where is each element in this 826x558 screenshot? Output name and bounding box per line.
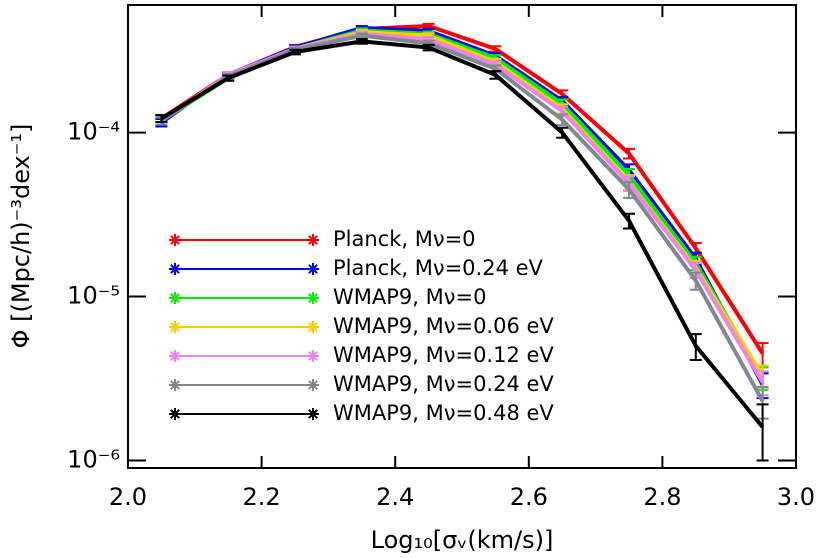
legend-label: WMAP9, Mν=0 bbox=[333, 285, 486, 309]
legend-marker bbox=[169, 234, 181, 246]
y-tick-label: 10⁻⁴ bbox=[67, 118, 120, 146]
error-bar bbox=[689, 271, 702, 291]
error-bar bbox=[623, 212, 635, 230]
y-tick-label: 10⁻⁶ bbox=[67, 445, 120, 473]
x-tick-label: 2.0 bbox=[109, 483, 147, 511]
legend-marker-stroke bbox=[308, 293, 318, 303]
legend-label: WMAP9, Mν=0.06 eV bbox=[333, 314, 554, 338]
legend-label: WMAP9, Mν=0.48 eV bbox=[333, 401, 554, 425]
legend-label: Planck, Mν=0 bbox=[333, 227, 476, 251]
legend-marker-stroke bbox=[170, 264, 180, 274]
y-tick-label: 10⁻⁵ bbox=[67, 282, 120, 310]
legend-marker-stroke bbox=[308, 235, 318, 245]
legend-marker-stroke bbox=[170, 235, 180, 245]
error-bar bbox=[155, 114, 168, 124]
x-tick-label: 2.6 bbox=[510, 483, 548, 511]
legend-marker-stroke bbox=[170, 380, 180, 390]
legend-label: WMAP9, Mν=0.24 eV bbox=[333, 372, 554, 396]
error-bar bbox=[623, 147, 635, 160]
plot-frame bbox=[127, 4, 797, 469]
legend-marker bbox=[307, 263, 319, 275]
error-bar bbox=[222, 74, 235, 82]
error-bar bbox=[489, 70, 502, 80]
legend-marker-stroke bbox=[170, 293, 180, 303]
legend-marker bbox=[307, 408, 319, 420]
error-bar bbox=[756, 403, 769, 462]
legend-marker-stroke bbox=[170, 322, 180, 332]
legend-marker-stroke bbox=[308, 409, 318, 419]
x-tick-label: 2.2 bbox=[243, 483, 281, 511]
legend-marker-stroke bbox=[308, 380, 318, 390]
error-bar bbox=[355, 38, 368, 45]
legend-marker bbox=[169, 408, 181, 420]
legend-marker bbox=[307, 292, 319, 304]
error-bar bbox=[556, 126, 569, 139]
legend-marker bbox=[169, 379, 181, 391]
legend-marker bbox=[169, 350, 181, 362]
legend-label: Planck, Mν=0.24 eV bbox=[333, 256, 544, 280]
legend-marker-stroke bbox=[308, 264, 318, 274]
legend-marker bbox=[169, 292, 181, 304]
error-bar bbox=[556, 113, 569, 127]
error-bar bbox=[422, 43, 435, 52]
legend-marker-stroke bbox=[170, 351, 180, 361]
legend-label: WMAP9, Mν=0.12 eV bbox=[333, 343, 554, 367]
error-bar bbox=[489, 45, 502, 53]
error-bar bbox=[355, 32, 368, 39]
legend-marker bbox=[169, 263, 181, 275]
x-axis-label: Log₁₀[σᵥ(km/s)] bbox=[371, 526, 554, 554]
legend-marker-stroke bbox=[308, 322, 318, 332]
x-tick-label: 3.0 bbox=[777, 483, 815, 511]
error-bar bbox=[289, 48, 301, 56]
legend-marker bbox=[307, 379, 319, 391]
x-tick-label: 2.4 bbox=[376, 483, 414, 511]
legend-marker bbox=[307, 350, 319, 362]
legend-marker-stroke bbox=[170, 409, 180, 419]
legend-marker bbox=[307, 321, 319, 333]
series-line bbox=[160, 39, 765, 429]
legend-marker-stroke bbox=[308, 351, 318, 361]
error-bar bbox=[689, 333, 702, 362]
error-bar bbox=[623, 180, 635, 199]
y-axis-label: Φ [(Mpc/h)⁻³dex⁻¹] bbox=[7, 124, 35, 349]
legend-marker bbox=[307, 234, 319, 246]
x-tick-label: 2.8 bbox=[643, 483, 681, 511]
legend-marker bbox=[169, 321, 181, 333]
